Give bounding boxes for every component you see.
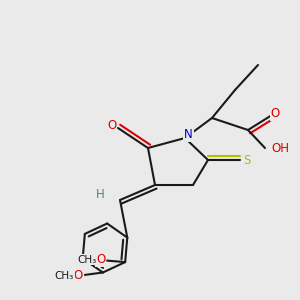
Text: S: S <box>244 154 251 166</box>
Text: N: N <box>184 128 193 142</box>
Text: CH₃: CH₃ <box>55 271 74 281</box>
Text: O: O <box>74 269 83 282</box>
Text: O: O <box>107 119 117 132</box>
Text: H: H <box>96 188 104 202</box>
Text: O: O <box>270 107 280 120</box>
Text: OH: OH <box>272 142 290 154</box>
Text: CH₃: CH₃ <box>77 255 96 265</box>
Text: O: O <box>96 253 105 266</box>
